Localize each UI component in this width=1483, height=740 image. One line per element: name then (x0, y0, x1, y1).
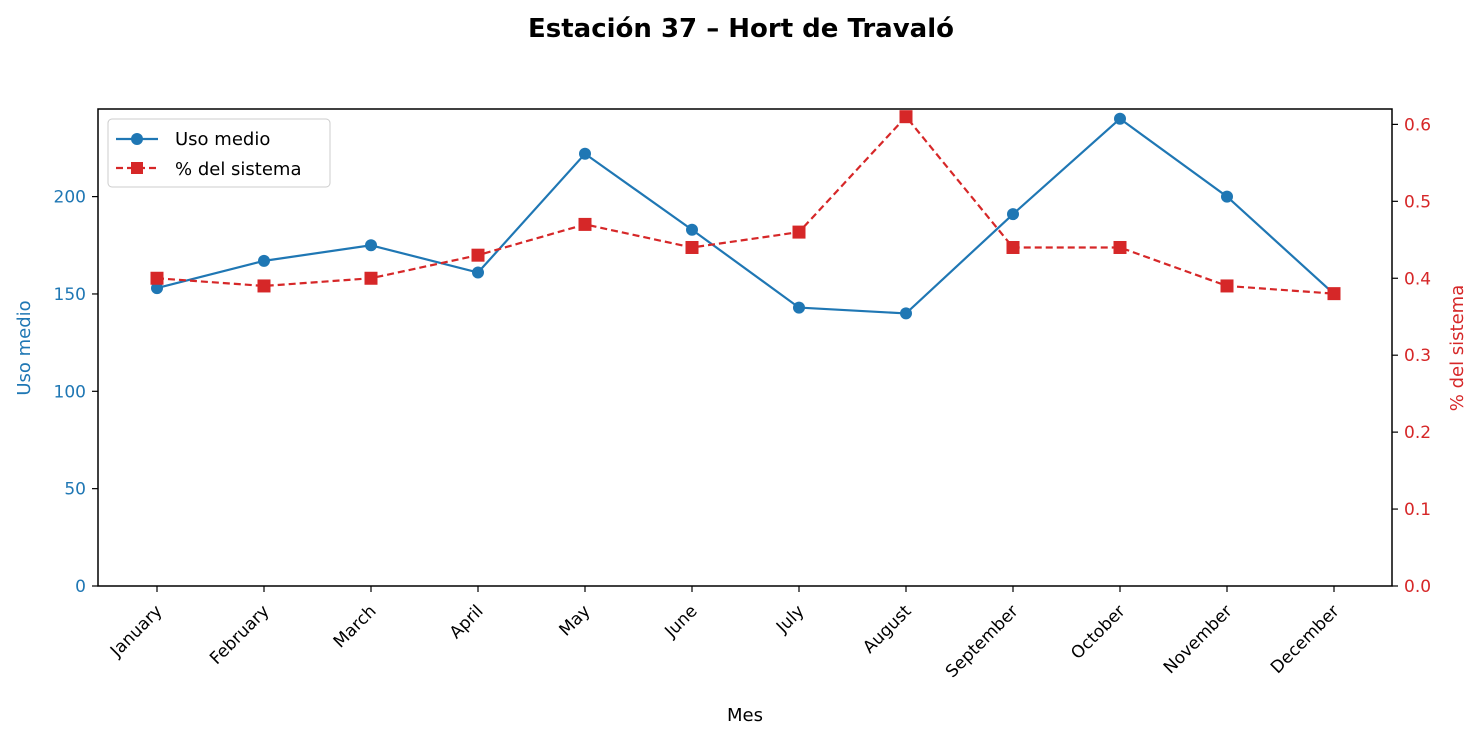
data-point-pct-sistema (364, 271, 378, 285)
data-point-uso-medio (365, 239, 377, 252)
data-point-uso-medio (686, 223, 698, 236)
series-line-uso-medio (156, 117, 1335, 315)
y-left-tick-label: 50 (64, 480, 86, 500)
x-tick-label: April (446, 601, 488, 643)
legend-label-pct-sistema: % del sistema (175, 159, 302, 180)
y-axis-left: 0 50 100 150 200 (54, 188, 98, 597)
y-right-tick-label: 0.5 (1404, 192, 1431, 212)
x-tick-label: May (556, 601, 595, 640)
chart-title: Estación 37 – Hort de Travaló (528, 14, 954, 44)
x-tick-label: August (859, 601, 915, 657)
data-point-uso-medio (1221, 190, 1233, 203)
x-tick-label: March (330, 601, 381, 652)
y-left-tick-label: 0 (75, 577, 86, 597)
x-axis: January February March April May June July Augu… (106, 586, 1344, 682)
y-right-tick-label: 0.2 (1404, 423, 1431, 443)
y-right-tick-label: 0.4 (1404, 269, 1431, 289)
x-tick-label: February (206, 601, 273, 668)
data-point-pct-sistema (1113, 240, 1127, 254)
data-point-pct-sistema (899, 110, 913, 124)
series-line-pct-sistema (156, 115, 1335, 295)
y-axis-left-label: Uso medio (14, 300, 35, 395)
y-left-tick-label: 150 (54, 285, 86, 305)
data-point-pct-sistema (471, 248, 485, 262)
y-right-tick-label: 0.1 (1404, 500, 1431, 520)
series-layer (150, 110, 1341, 320)
y-right-tick-label: 0.6 (1404, 115, 1431, 135)
x-tick-label: November (1160, 601, 1237, 678)
y-axis-right-label: % del sistema (1447, 285, 1468, 412)
data-point-uso-medio (258, 254, 270, 267)
legend-marker-pct-sistema (131, 162, 143, 174)
x-tick-label: October (1067, 601, 1129, 663)
x-tick-label: July (772, 601, 808, 637)
data-point-pct-sistema (792, 225, 806, 239)
y-right-tick-label: 0.3 (1404, 346, 1431, 366)
legend-box (107, 118, 331, 188)
data-point-uso-medio (472, 266, 484, 279)
plot-frame (97, 108, 1393, 587)
y-left-tick-label: 200 (54, 188, 86, 208)
data-point-pct-sistema (1327, 287, 1341, 301)
data-point-pct-sistema (257, 279, 271, 293)
data-point-uso-medio (900, 307, 912, 320)
y-axis-right: 0.0 0.1 0.2 0.3 0.4 0.5 0.6 (1392, 115, 1431, 597)
data-point-pct-sistema (150, 271, 164, 285)
legend-label-uso-medio: Uso medio (175, 129, 270, 150)
y-left-tick-label: 100 (54, 382, 86, 402)
legend-marker-uso-medio (131, 133, 143, 145)
data-point-pct-sistema (1220, 279, 1234, 293)
data-point-uso-medio (579, 147, 591, 160)
y-right-tick-label: 0.0 (1404, 577, 1431, 597)
x-tick-label: December (1267, 601, 1343, 677)
data-point-uso-medio (1007, 208, 1019, 221)
legend: Uso medio % del sistema (107, 118, 331, 188)
data-point-pct-sistema (685, 240, 699, 254)
x-tick-label: September (942, 601, 1023, 682)
data-point-uso-medio (1114, 112, 1126, 125)
data-point-uso-medio (793, 301, 805, 314)
x-tick-label: June (661, 601, 702, 642)
data-point-pct-sistema (578, 217, 592, 231)
x-axis-label: Mes (727, 705, 763, 726)
x-tick-label: January (106, 601, 166, 661)
data-point-pct-sistema (1006, 240, 1020, 254)
data-point-uso-medio (151, 282, 163, 295)
